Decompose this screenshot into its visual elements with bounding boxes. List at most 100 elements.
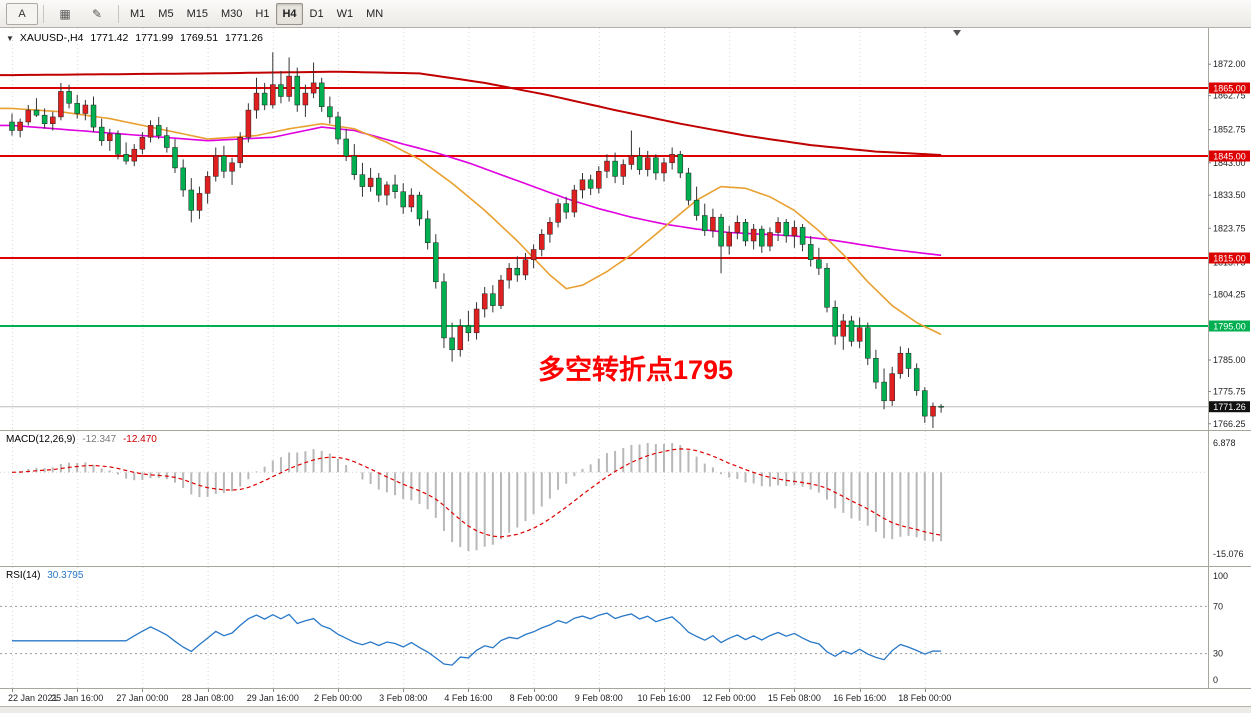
time-axis-label: 10 Feb 16:00 (637, 693, 691, 703)
rsi-value: 30.3795 (47, 570, 84, 581)
chart-title: ▼ XAUUSD-,H4 1771.42 1771.99 1769.51 177… (6, 32, 267, 44)
macd-main-value: -12.347 (82, 434, 117, 445)
macd-scale-max: 6.878 (1213, 438, 1236, 448)
main-chart-panel[interactable]: 1872.00 1862.75 1852.75 1843.00 1833.50 1823.… (0, 28, 1251, 430)
macd-scale-min: -15.076 (1213, 549, 1244, 559)
price-axis-label: 1766.25 (1213, 419, 1246, 429)
time-axis-tick (142, 689, 144, 692)
time-axis-tick (338, 689, 339, 692)
chart-annotation-text[interactable]: 多空转折点1795 (538, 355, 734, 385)
macd-signal-value: -12.470 (122, 434, 157, 445)
timeframe-w1-button[interactable]: W1 (336, 7, 354, 20)
bottom-strip (0, 706, 1251, 713)
price-axis-label: 1872.00 (1213, 59, 1246, 69)
annotation-tool-label: A (18, 7, 26, 20)
ohlc-open: 1771.42 (90, 32, 129, 44)
price-axis-label: 1833.50 (1213, 190, 1246, 200)
macd-panel[interactable]: 6.878 -15.076 MACD(12,26,9) -12.347 -12.4… (0, 430, 1251, 566)
symbol-timeframe-label: XAUUSD-,H4 (19, 32, 84, 44)
price-level-badge[interactable] (1209, 401, 1250, 413)
time-axis-tick (12, 689, 13, 692)
time-axis-tick (598, 689, 600, 692)
toolbar-separator (118, 4, 119, 23)
ohlc-low: 1769.51 (180, 32, 219, 44)
rsi-scale-label: 70 (1213, 601, 1223, 611)
price-level-badge[interactable] (1209, 150, 1250, 162)
pencil-icon: ✎ (91, 6, 103, 21)
price-level-badge-label: 1845.00 (1213, 152, 1246, 162)
time-axis-label: 18 Feb 00:00 (898, 693, 952, 703)
chart-objects-icon: ▦ (59, 6, 71, 21)
price-axis-label: 1804.25 (1213, 290, 1246, 300)
timeframe-d1-button[interactable]: D1 (309, 7, 324, 20)
time-axis-label: 29 Jan 16:00 (246, 693, 299, 703)
time-axis-label: 12 Feb 00:00 (702, 693, 756, 703)
time-axis-tick (533, 689, 535, 692)
rsi-canvas: 100 70 30 0 (0, 567, 1228, 688)
price-axis-label: 1775.75 (1213, 386, 1246, 396)
rsi-line (12, 612, 942, 666)
collapse-icon[interactable]: ▼ (6, 34, 14, 43)
time-axis[interactable]: 22 Jan 2021 25 Jan 16:00 27 Jan 00:00 28 Ja… (0, 688, 1251, 706)
price-level-badge[interactable] (1209, 252, 1250, 264)
rsi-scale-label: 100 (1213, 571, 1228, 581)
time-axis-label: 27 Jan 00:00 (116, 693, 169, 703)
macd-histogram (19, 443, 943, 551)
chart-objects-button[interactable]: ▦ (49, 3, 81, 25)
price-level-badge-label: 1795.00 (1213, 322, 1246, 332)
time-axis-tick (468, 689, 470, 692)
time-axis-tick (403, 689, 405, 692)
time-axis-tick (207, 689, 209, 692)
time-axis-label: 16 Feb 16:00 (833, 693, 887, 703)
time-axis-label: 4 Feb 16:00 (444, 693, 493, 703)
timeframe-toolbar: M1 M5 M15 M30 H1 H4 D1 W1 MN (124, 2, 389, 25)
time-axis-label: 9 Feb 08:00 (574, 693, 623, 703)
candlesticks (9, 52, 944, 428)
time-axis-tick (859, 689, 861, 692)
time-axis-label: 15 Feb 08:00 (767, 693, 821, 703)
macd-signal-line (11, 448, 942, 538)
timeframe-h1-button[interactable]: H1 (255, 7, 270, 20)
toolbar-separator (43, 4, 44, 23)
time-axis-tick (664, 689, 665, 692)
price-level-badge-label: 1815.00 (1213, 254, 1246, 264)
time-axis-tick (794, 689, 796, 692)
price-axis-label: 1843.00 (1213, 158, 1246, 168)
price-axis-label: 1852.75 (1213, 125, 1246, 135)
price-axis-label: 1862.75 (1213, 91, 1246, 101)
price-level-badge[interactable] (1209, 320, 1250, 332)
rsi-scale-label: 30 (1213, 649, 1223, 659)
time-axis-tick (729, 689, 731, 692)
price-level-badge-label: 1771.26 (1213, 402, 1246, 412)
price-axis-label: 1823.75 (1213, 223, 1246, 233)
time-axis-label: 2 Feb 00:00 (313, 693, 363, 703)
ohlc-high: 1771.99 (135, 32, 174, 44)
timeframe-m30-button[interactable]: M30 (220, 7, 243, 20)
time-axis-label: 3 Feb 08:00 (379, 693, 428, 703)
time-axis-tick (77, 689, 79, 692)
ma-slow-line (0, 70, 942, 156)
annotation-tool-button[interactable]: A (6, 2, 38, 25)
rsi-scale-label: 0 (1213, 675, 1218, 685)
timeframe-mn-button[interactable]: MN (366, 7, 384, 20)
chart-shift-marker-icon[interactable] (953, 30, 961, 36)
time-axis-label: 22 Jan 2021 (8, 693, 58, 703)
rsi-label: RSI(14) 30.3795 (6, 570, 87, 581)
price-level-badge[interactable] (1209, 82, 1250, 94)
time-axis-label: 8 Feb 00:00 (509, 693, 558, 703)
toolbar: A ▦ ✎ M1 M5 M15 M30 H1 H4 D1 W1 MN (0, 0, 1251, 28)
main-chart-canvas: 1872.00 1862.75 1852.75 1843.00 1833.50 1823.… (0, 28, 1250, 430)
rsi-name: RSI(14) (6, 570, 41, 581)
price-level-badge-label: 1865.00 (1213, 84, 1246, 94)
timeframe-m5-button[interactable]: M5 (158, 7, 174, 20)
rsi-panel[interactable]: 100 70 30 0 RSI(14) 30.3795 (0, 566, 1251, 688)
draw-tool-button[interactable]: ✎ (81, 3, 113, 25)
time-axis-tick (272, 689, 274, 692)
macd-label: MACD(12,26,9) -12.347 -12.470 (6, 434, 161, 445)
price-axis-label: 1785.00 (1213, 355, 1246, 365)
timeframe-m1-button[interactable]: M1 (130, 7, 146, 20)
timeframe-m15-button[interactable]: M15 (186, 7, 208, 20)
timeframe-h4-button[interactable]: H4 (276, 2, 303, 25)
time-axis-tick (924, 689, 926, 692)
